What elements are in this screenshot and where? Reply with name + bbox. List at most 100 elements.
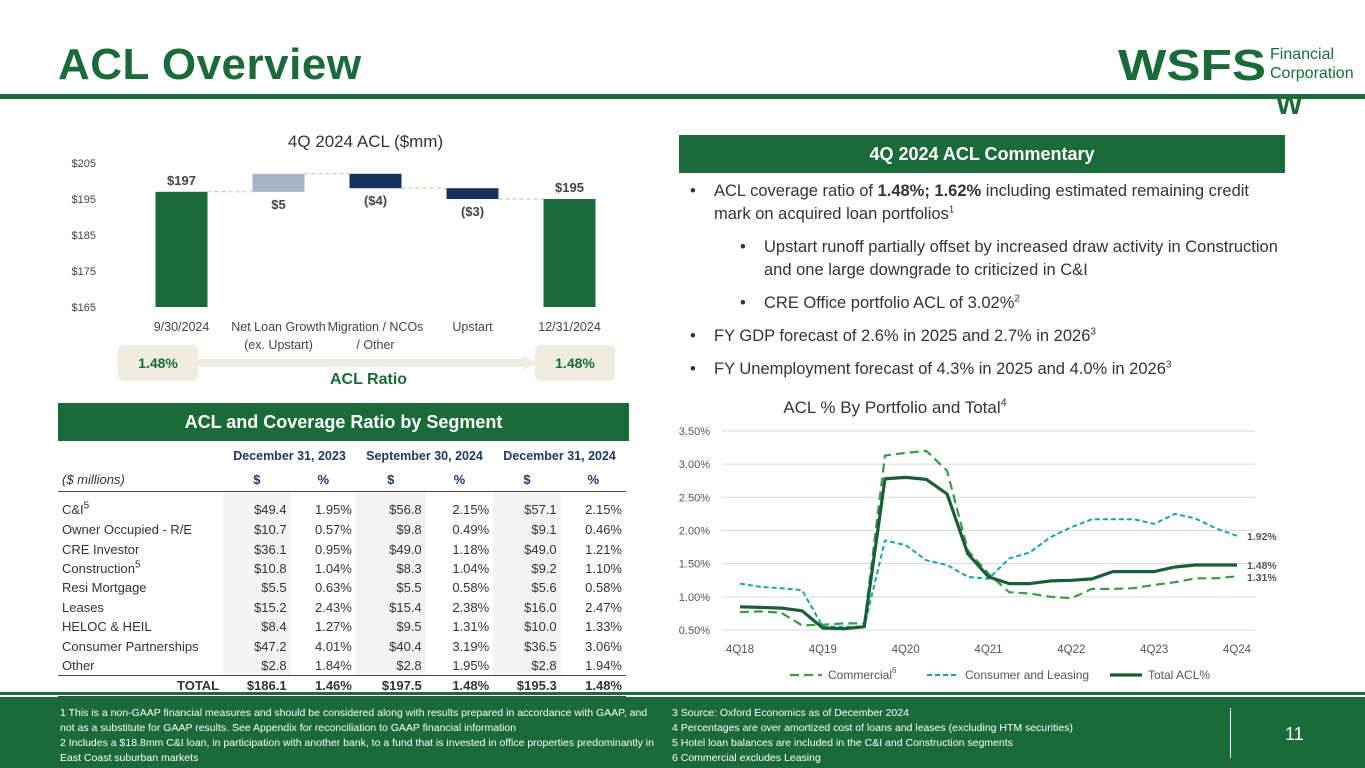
segment-label-text: HELOC & HEIL [62,619,152,635]
table-cell: $36.5 [493,636,561,656]
chart-title: 4Q 2024 ACL ($mm) [288,132,443,151]
table-cell: 1.10% [585,560,622,576]
series-line [739,475,1237,631]
logo-line2: Corporation [1270,65,1354,82]
series-end-label: 1.48% [1247,560,1277,572]
table-cell: 0.49% [452,522,490,538]
table-cell: $8.3 [355,558,426,579]
acl-ratio-label: ACL Ratio [330,371,408,388]
segment-label-text: Owner Occupied - R/E [62,522,193,538]
bullet-icon: • [690,360,696,378]
series-line [739,449,1238,627]
table-cell: $9.2 [493,558,561,579]
table-cell: 4.01% [314,638,352,654]
segment-label-text: Leases [62,599,104,615]
units-header-row: ($ millions) $ % $ % $ % [58,467,626,492]
table-cell: $57.1 [493,491,561,520]
legend-footnote-ref: 6 [892,666,897,675]
commentary-header: 4Q 2024 ACL Commentary [679,135,1285,173]
data-label: $195 [555,180,584,195]
table-cell: $15.4 [355,597,426,617]
segment-label-text: CRE Investor [62,541,140,557]
x-tick-label: 4Q23 [1140,644,1168,656]
table-cell: 1.27% [314,619,352,635]
col-dollar: $ [493,467,561,492]
bullet-icon: • [690,182,696,200]
footnote: 1 This is a non-GAAP financial measures … [60,707,648,734]
table-cell: 1.95% [452,657,490,673]
series-end-label: 1.31% [1247,572,1277,584]
commentary-bullet-coverage: • ACL coverage ratio of 1.48%; 1.62% inc… [690,182,1250,223]
table-cell: 2.15% [452,501,490,517]
legend-label: Total ACL% [1148,668,1210,682]
acl-portfolio-line-chart: ACL % By Portfolio and Total4 0.50% 1.00% 1… [679,397,1278,682]
table-cell: 2.15% [585,501,622,517]
title-footnote-ref: 4 [1001,397,1007,409]
commentary-bullet-gdp: • FY GDP forecast of 2.6% in 2025 and 2.… [690,325,1290,348]
table-cell: 1.04% [314,560,352,576]
ratio-arrow [198,356,538,370]
table-cell: 0.63% [314,580,352,596]
table-row: Resi Mortgage $5.5 0.63% $5.5 0.58% $5.6 0.58% [58,578,626,598]
footnote-ref: 5 [134,559,141,571]
segment-label: Consumer Partnerships [58,636,223,655]
wsfs-logo: WSFS Financial Corporation W [1118,41,1354,116]
logo-line1: Financial [1270,46,1334,63]
table-cell: $16.0 [493,597,561,617]
table-cell: 1.33% [585,619,622,635]
segment-label: CRE Investor [58,539,223,558]
table-row: Consumer Partnerships $47.2 4.01% $40.4 3.19… [58,636,626,656]
table-cell: $9.1 [493,520,561,540]
table-cell: $5.5 [223,578,291,598]
table-row: C&I5 $49.4 1.95% $56.8 2.15% $57.1 2.15% [58,491,626,521]
footnotes-right: 3 Source: Oxford Economics as of Decembe… [672,706,1212,766]
table-cell: $9.8 [355,520,426,540]
col-dollar: $ [355,467,426,492]
x-tick-label: / Other [356,338,394,352]
table-cell: $2.8 [355,655,426,676]
x-tick-label: 4Q18 [726,644,754,656]
footer-vertical-divider [1230,708,1231,758]
segment-label: Owner Occupied - R/E [58,520,223,539]
footer-divider [0,692,1365,695]
col-pct: % [560,467,626,492]
acl-ratio-end: 1.48% [535,345,615,381]
footnote: 2 Includes a $18.8mm C&I loan, in partic… [60,737,654,764]
footnote-ref: 5 [83,500,90,512]
table-row: Leases $15.2 2.43% $15.4 2.38% $16.0 2.47% [58,597,626,617]
waterfall-bar [252,173,305,192]
waterfall-bar [543,199,596,307]
table-cell: $15.2 [223,597,291,617]
legend-label: Consumer and Leasing [965,668,1089,682]
table-cell: $197.5 [355,675,426,697]
table-cell: $10.7 [223,520,291,540]
acl-waterfall-chart: 4Q 2024 ACL ($mm) $165 $175 $185 $195 $205 $19… [72,132,601,352]
table-cell: $49.0 [493,539,561,559]
table-cell: $2.8 [493,655,561,676]
segment-label-text: Consumer Partnerships [62,638,199,654]
y-tick-label: $205 [72,158,96,170]
x-tick-label: Upstart [452,320,493,334]
y-tick-label: $165 [72,302,96,314]
table-cell: 0.57% [314,522,352,538]
table-total-row: TOTAL $186.1 1.46% $197.5 1.48% $195.3 1… [58,675,626,697]
waterfall-bar [155,191,208,307]
waterfall-bar [446,188,499,199]
series-end-label: 1.92% [1247,531,1277,543]
table-cell: 1.94% [585,657,622,673]
col-pct: % [290,467,356,492]
table-row: CRE Investor $36.1 0.95% $49.0 1.18% $49.0 1.2… [58,539,626,559]
table-cell: 1.95% [314,501,352,517]
x-tick-label: 4Q24 [1223,644,1252,656]
x-tick-label: 4Q21 [974,644,1002,656]
table-cell: 0.46% [585,522,622,538]
table-cell: 1.31% [452,619,490,635]
period-header: December 31, 2024 [503,449,616,463]
segment-label: C&I5 [58,492,223,521]
data-label: ($3) [461,204,484,219]
segment-label-text: Construction [62,560,135,576]
table-cell: 0.58% [452,580,490,596]
table-cell: 0.58% [585,580,622,596]
y-tick-label: 2.50% [679,492,710,504]
table-cell: $5.5 [355,578,426,598]
